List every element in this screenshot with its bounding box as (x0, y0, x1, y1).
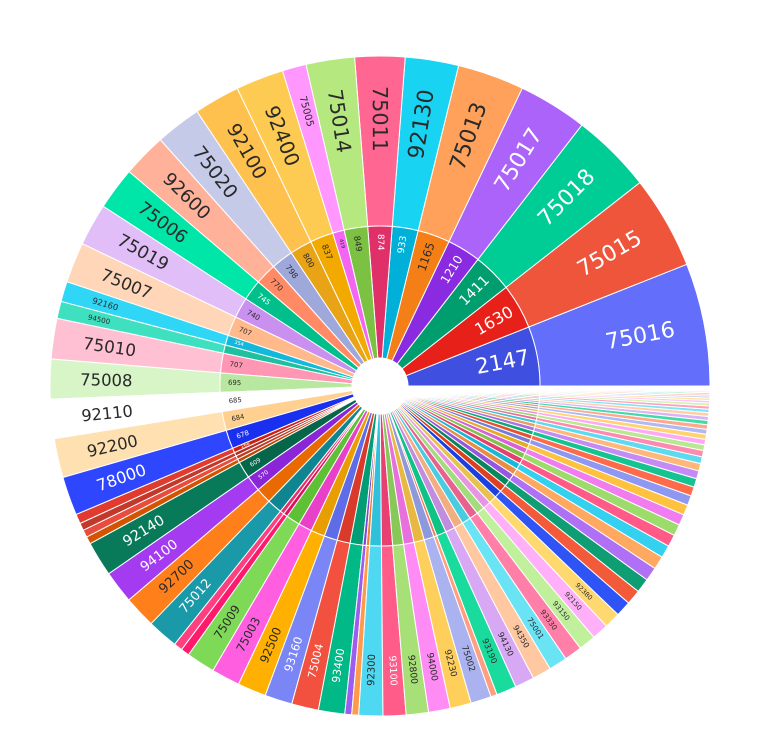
inner-segment-label: 933 (396, 235, 410, 254)
inner-segment-label: 695 (228, 379, 241, 387)
inner-segment-label: 707 (229, 360, 243, 370)
inner-segment-label: 874 (375, 234, 385, 251)
inner-segment-label: 678 (235, 429, 250, 441)
outer-ring (49, 55, 711, 717)
inner-segment-label: 685 (228, 396, 242, 405)
outer-segment-label: 93100 (386, 655, 398, 686)
inner-ring (219, 225, 541, 547)
outer-segment-label: 75008 (80, 370, 133, 390)
outer-segment[interactable] (539, 385, 711, 388)
outer-segment-label: 75011 (368, 86, 392, 152)
inner-segment-label: 354 (234, 340, 245, 348)
inner-segment-label: 168 (240, 441, 251, 450)
outer-segment-label: 93400 (329, 647, 347, 683)
outer-segment-label: 92800 (405, 654, 419, 684)
inner-segment-label: 684 (231, 413, 245, 424)
inner-segment-label: 849 (352, 235, 364, 252)
outer-segment-label: 92300 (366, 654, 378, 686)
inner-segment-label: 570 (258, 469, 271, 481)
inner-segment-label: 419 (338, 238, 346, 249)
